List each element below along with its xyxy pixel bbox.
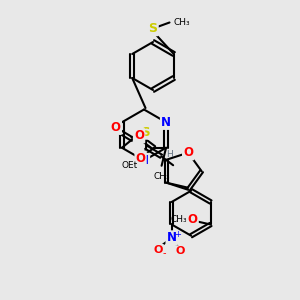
Text: S: S — [142, 125, 150, 139]
Text: O: O — [188, 214, 198, 226]
Text: OEt: OEt — [122, 161, 138, 170]
Text: S: S — [148, 22, 158, 35]
Text: O: O — [183, 146, 193, 159]
Text: O: O — [111, 121, 121, 134]
Text: +: + — [174, 230, 181, 239]
Text: N: N — [167, 232, 177, 244]
Text: N: N — [139, 154, 149, 167]
Text: H: H — [166, 150, 172, 159]
Text: CH₃: CH₃ — [171, 215, 188, 224]
Text: CH₃: CH₃ — [174, 18, 190, 27]
Text: CH₃: CH₃ — [153, 172, 170, 181]
Text: O: O — [154, 245, 163, 255]
Text: O: O — [136, 152, 146, 165]
Text: -: - — [162, 248, 166, 258]
Text: O: O — [134, 129, 144, 142]
Text: N: N — [161, 116, 171, 129]
Text: O: O — [176, 247, 185, 256]
